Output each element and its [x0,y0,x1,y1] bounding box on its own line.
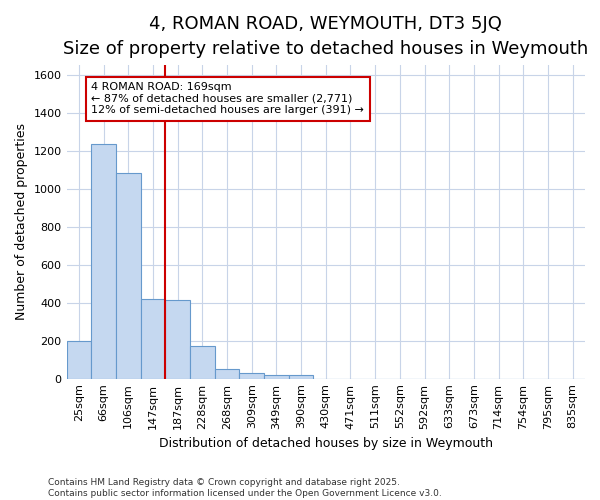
Text: Contains HM Land Registry data © Crown copyright and database right 2025.
Contai: Contains HM Land Registry data © Crown c… [48,478,442,498]
Bar [239,373,264,378]
Title: 4, ROMAN ROAD, WEYMOUTH, DT3 5JQ
Size of property relative to detached houses in: 4, ROMAN ROAD, WEYMOUTH, DT3 5JQ Size of… [63,15,589,58]
Bar [116,174,140,378]
Y-axis label: Number of detached properties: Number of detached properties [15,124,28,320]
Bar [215,369,239,378]
Bar [140,299,165,378]
Bar [165,300,190,378]
Bar [91,144,116,378]
Bar [264,375,289,378]
Text: 4 ROMAN ROAD: 169sqm
← 87% of detached houses are smaller (2,771)
12% of semi-de: 4 ROMAN ROAD: 169sqm ← 87% of detached h… [91,82,364,116]
Bar [289,375,313,378]
Bar [67,340,91,378]
Bar [190,346,215,378]
X-axis label: Distribution of detached houses by size in Weymouth: Distribution of detached houses by size … [159,437,493,450]
